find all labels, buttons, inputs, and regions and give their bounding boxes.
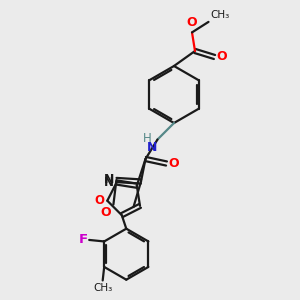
Text: N: N: [103, 173, 114, 186]
Text: O: O: [187, 16, 197, 29]
Text: O: O: [216, 50, 226, 64]
Text: CH₃: CH₃: [210, 11, 229, 20]
Text: O: O: [94, 194, 104, 207]
Text: CH₃: CH₃: [93, 284, 112, 293]
Text: O: O: [168, 157, 178, 170]
Text: O: O: [100, 206, 111, 219]
Text: N: N: [103, 176, 114, 189]
Text: H: H: [143, 132, 152, 146]
Text: F: F: [79, 233, 88, 246]
Text: N: N: [146, 141, 157, 154]
